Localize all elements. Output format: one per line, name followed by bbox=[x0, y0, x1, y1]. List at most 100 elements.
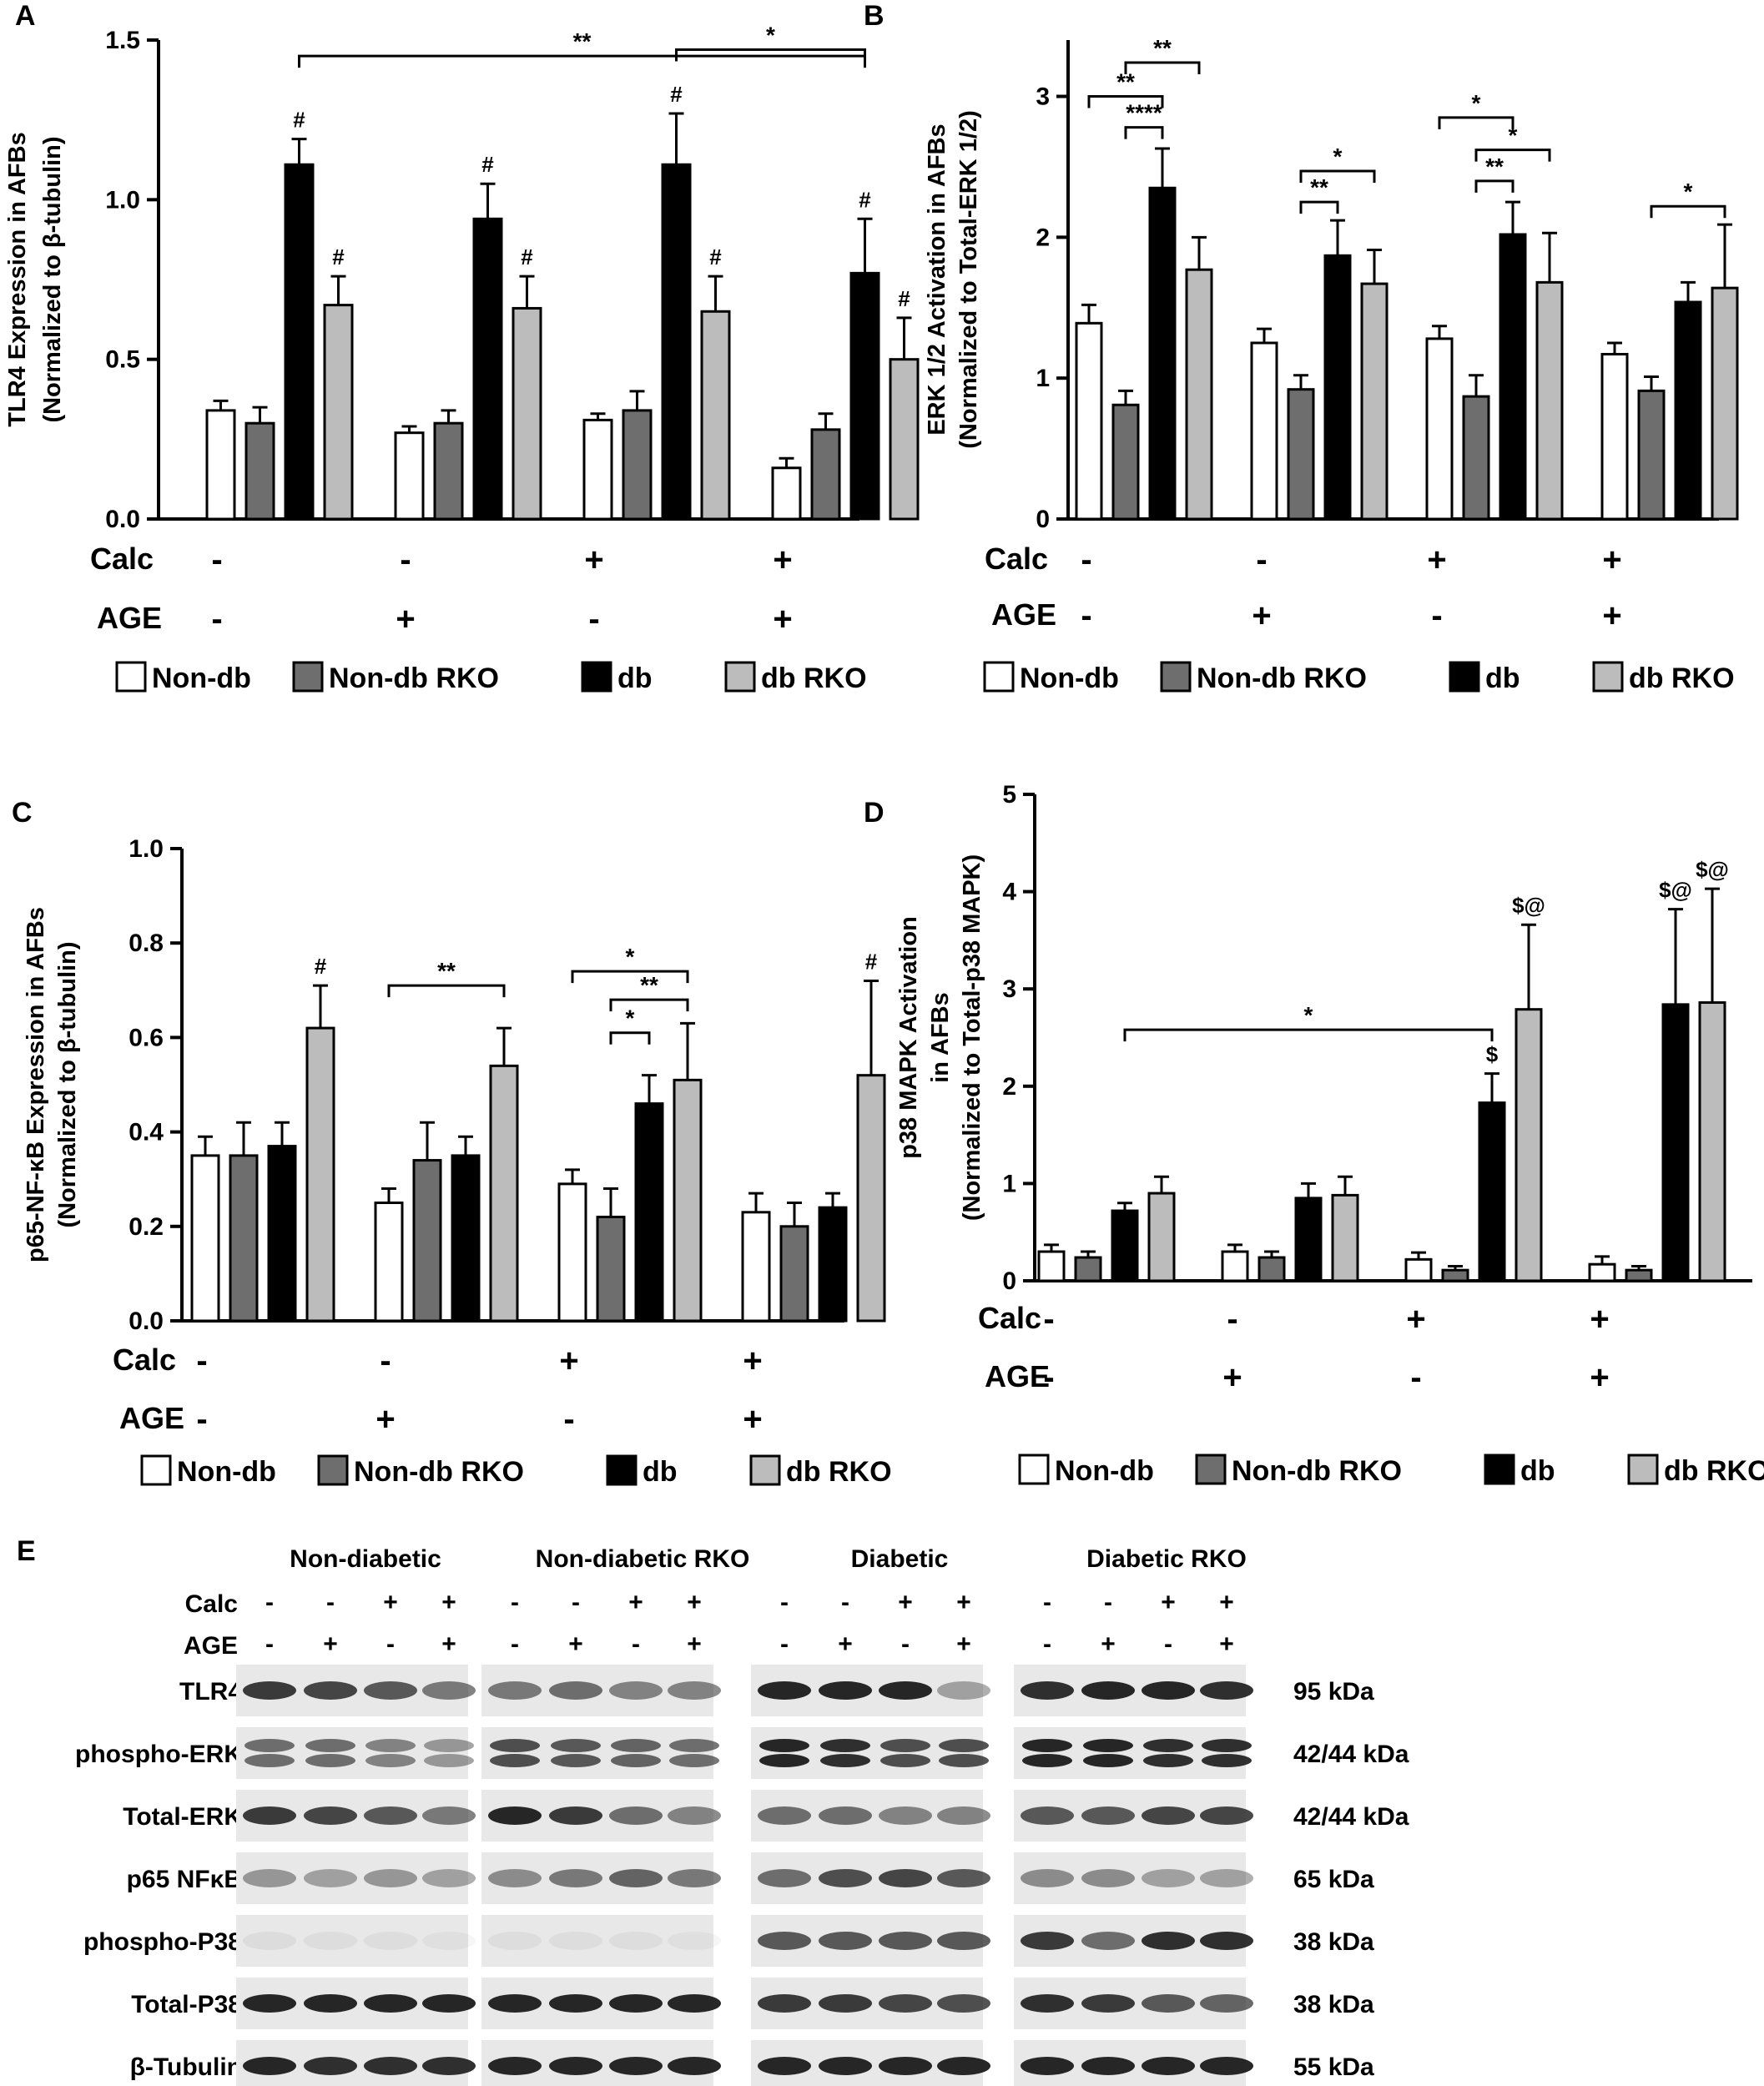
y-tick-label: 2 bbox=[1002, 1073, 1016, 1101]
blot-band bbox=[939, 1754, 989, 1767]
blot-band bbox=[668, 1932, 721, 1950]
y-tick-label: 0.5 bbox=[105, 346, 140, 374]
blot-band bbox=[551, 1739, 601, 1752]
bar-non-db-rko bbox=[244, 421, 275, 521]
blot-band bbox=[1081, 1994, 1135, 2013]
age-symbol: + bbox=[743, 1401, 762, 1438]
blot-band bbox=[1081, 2057, 1135, 2075]
blot-size-label: 38 kDa bbox=[1293, 1991, 1374, 2018]
legend-label: Non-db RKO bbox=[329, 663, 499, 694]
bar-non-db bbox=[205, 409, 236, 521]
significance-bracket bbox=[1299, 200, 1339, 214]
age-symbol: + bbox=[1590, 1359, 1609, 1396]
significance-stars: * bbox=[1472, 90, 1481, 116]
blot-band bbox=[364, 1681, 417, 1700]
blot-band bbox=[758, 1994, 811, 2013]
blot-calc-symbol: - bbox=[841, 1589, 849, 1616]
blot-band bbox=[243, 1681, 296, 1700]
blot-band bbox=[879, 1869, 932, 1887]
blot-calc-symbol: - bbox=[1043, 1589, 1051, 1616]
blot-band bbox=[1022, 1754, 1072, 1767]
blot-size-label: 38 kDa bbox=[1293, 1928, 1374, 1956]
age-symbol: + bbox=[375, 1401, 395, 1438]
chart-panel-A: A 0.0 0.5 1.0 1.5 TLR4 Expression in AFBs (Nor… bbox=[4, 0, 920, 694]
y-tick-label: 3 bbox=[1002, 975, 1016, 1003]
blot-band bbox=[364, 1806, 417, 1825]
blot-band bbox=[611, 1754, 661, 1767]
blot-band bbox=[1142, 1932, 1195, 1950]
blot-band bbox=[611, 1739, 661, 1752]
blot-band bbox=[668, 1994, 721, 2013]
blot-band bbox=[759, 1754, 809, 1767]
significance-mark: $@ bbox=[1512, 893, 1545, 918]
legend-swatch bbox=[1627, 1454, 1659, 1485]
blot-band bbox=[668, 1806, 721, 1825]
blot-band bbox=[549, 2057, 602, 2075]
bar-non-db-rko bbox=[229, 1154, 259, 1323]
blot-band bbox=[422, 2057, 476, 2075]
age-symbol: + bbox=[1252, 597, 1271, 634]
blot-calc-symbol: - bbox=[1104, 1589, 1112, 1616]
bar-db-rko bbox=[1360, 282, 1389, 521]
blot-band bbox=[422, 1869, 476, 1887]
bar-non-db-rko bbox=[1462, 395, 1490, 521]
blot-panel-E: E Non-diabetic- - + +- + - +Non-diabetic RKO- - +… bbox=[17, 1535, 1409, 2086]
bar-db-rko bbox=[1515, 1008, 1543, 1282]
panel-letter: E bbox=[17, 1535, 36, 1567]
bar-db-rko bbox=[489, 1064, 519, 1323]
blot-age-symbol: - bbox=[632, 1630, 640, 1658]
blot-band bbox=[1021, 1932, 1074, 1950]
bar-db bbox=[661, 163, 692, 521]
blot-age-symbol: - bbox=[386, 1630, 395, 1658]
blot-band bbox=[304, 2057, 357, 2075]
bar-non-db bbox=[1250, 341, 1278, 521]
panel-letter: D bbox=[864, 797, 885, 829]
calc-symbol: - bbox=[1256, 542, 1267, 578]
legend-swatch bbox=[292, 661, 324, 693]
blot-band bbox=[243, 1994, 296, 2013]
blot-group-header: Diabetic RKO bbox=[1086, 1545, 1247, 1573]
significance-stars: ** bbox=[1310, 174, 1328, 200]
blot-band bbox=[879, 1681, 932, 1700]
blot-band bbox=[549, 1869, 602, 1887]
blot-band bbox=[424, 1739, 474, 1752]
bar-db bbox=[472, 217, 503, 521]
significance-mark: # bbox=[670, 82, 683, 107]
bar-db-rko bbox=[305, 1026, 335, 1323]
significance-mark: $ bbox=[1486, 1042, 1499, 1067]
blot-band bbox=[758, 1806, 811, 1825]
blot-band bbox=[1022, 1739, 1072, 1752]
bar-db bbox=[451, 1154, 481, 1323]
significance-bracket bbox=[1087, 95, 1164, 108]
blot-age-symbol: - bbox=[265, 1630, 274, 1658]
y-tick-label: 0.0 bbox=[105, 506, 140, 533]
bar-non-db-rko bbox=[1257, 1256, 1286, 1282]
blot-band bbox=[879, 2057, 932, 2075]
blot-band bbox=[364, 1869, 417, 1887]
bar-non-db bbox=[771, 466, 802, 521]
y-tick-label: 3 bbox=[1036, 83, 1050, 111]
blot-age-symbol: + bbox=[1101, 1630, 1116, 1658]
blot-band bbox=[819, 1932, 872, 1950]
blot-band bbox=[365, 1754, 416, 1767]
blot-band bbox=[669, 1739, 719, 1752]
blot-protein-label: TLR4 bbox=[179, 1678, 242, 1706]
bar-db bbox=[849, 271, 880, 521]
blot-band bbox=[880, 1754, 930, 1767]
blot-band bbox=[549, 1806, 602, 1825]
significance-mark: # bbox=[332, 244, 345, 270]
bar-db bbox=[1478, 1101, 1506, 1282]
blot-protein-label: phospho-P38 bbox=[83, 1928, 242, 1956]
blot-band bbox=[490, 1739, 540, 1752]
blot-band bbox=[1200, 1806, 1253, 1825]
significance-bracket bbox=[1650, 204, 1726, 219]
age-symbol: - bbox=[211, 601, 222, 637]
legend-swatch bbox=[724, 661, 756, 693]
age-symbol: - bbox=[588, 601, 599, 637]
y-tick-label: 0.6 bbox=[129, 1024, 164, 1051]
chart-panel-C: C 0.0 0.2 0.4 0.6 0.8 1.0 p65-NF-κB Expression … bbox=[12, 797, 892, 1488]
blot-band bbox=[243, 1869, 296, 1887]
significance-stars: * bbox=[1304, 1002, 1313, 1028]
legend-swatch bbox=[115, 661, 147, 693]
bar-non-db-rko bbox=[1287, 388, 1315, 521]
